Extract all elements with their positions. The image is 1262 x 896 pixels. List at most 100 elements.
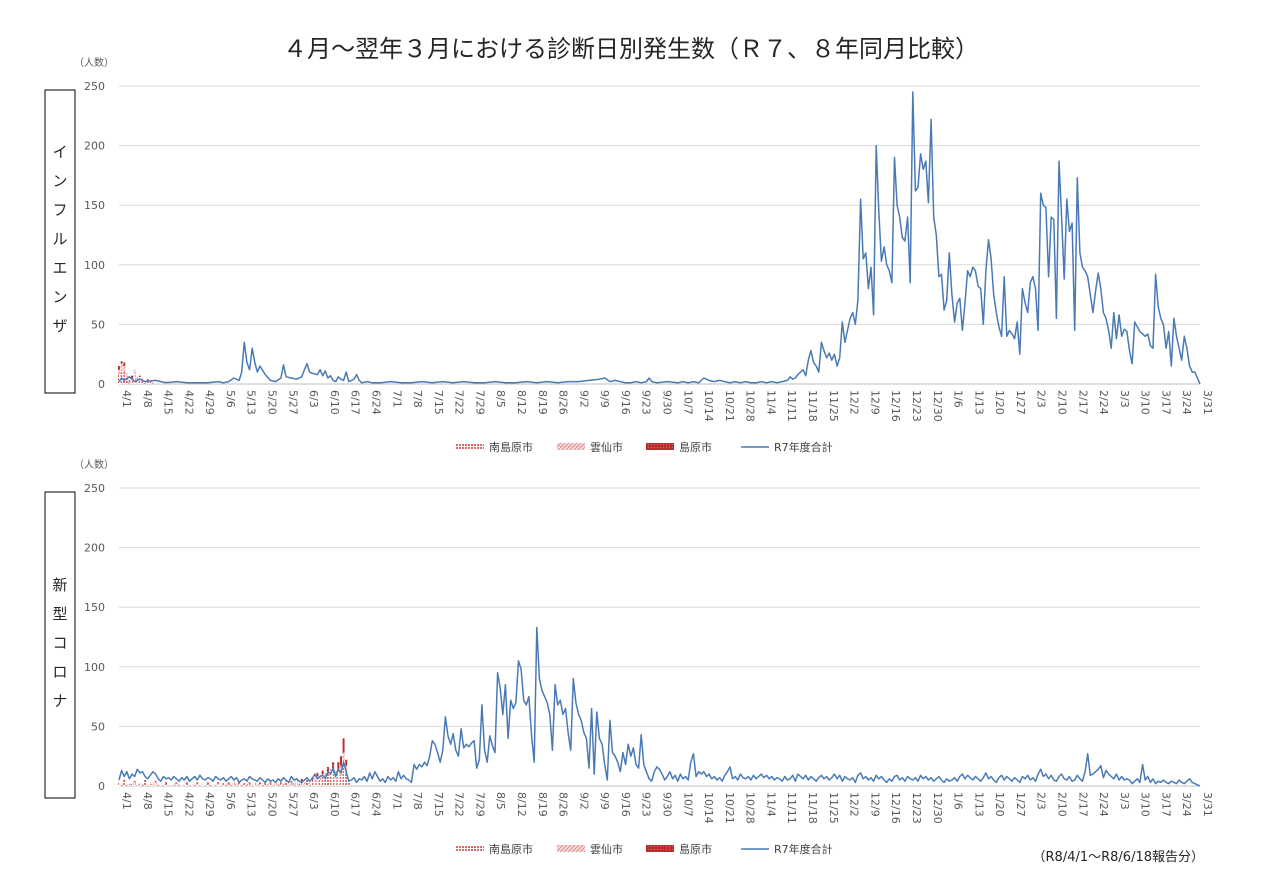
x-tick-label: 8/26 (557, 792, 570, 817)
legend-swatch (646, 845, 674, 852)
bar-2 (157, 382, 160, 384)
bar-2 (128, 381, 131, 384)
x-tick-label: 12/9 (868, 792, 881, 817)
bar-1 (324, 778, 327, 786)
bar-1 (274, 782, 277, 786)
bar-3 (337, 762, 340, 770)
bar-3 (316, 772, 319, 777)
x-tick-label: 12/16 (889, 792, 902, 824)
bar-2 (136, 784, 139, 786)
bar-2 (287, 783, 290, 786)
x-tick-label: 12/9 (868, 390, 881, 415)
bar-1 (138, 376, 141, 384)
bar-1 (290, 782, 293, 786)
bar-1 (238, 783, 241, 786)
bar-3 (342, 738, 345, 753)
y-tick-label: 250 (84, 80, 105, 93)
bar-2 (151, 382, 154, 384)
x-tick-label: 10/14 (702, 792, 715, 824)
bar-1 (118, 374, 120, 384)
bar-1 (319, 780, 322, 786)
bar-3 (154, 781, 157, 783)
bar-2 (324, 772, 327, 779)
x-tick-label: 5/13 (245, 390, 258, 415)
y-tick-label: 200 (84, 542, 105, 555)
x-tick-label: 7/8 (411, 792, 424, 810)
bar-1 (146, 380, 149, 384)
x-tick-label: 9/23 (640, 792, 653, 817)
x-tick-label: 10/21 (723, 792, 736, 824)
bar-3 (290, 781, 293, 783)
bar-1 (125, 376, 128, 384)
x-tick-label: 6/10 (328, 792, 341, 817)
legend-entry: R7年度合計 (774, 842, 833, 856)
bar-2 (123, 366, 126, 373)
bar-2 (225, 783, 228, 786)
x-tick-label: 11/4 (764, 390, 777, 415)
bar-2 (157, 784, 160, 786)
bar-1 (321, 774, 324, 786)
side-label-box (44, 491, 76, 799)
bar-1 (206, 783, 209, 786)
bar-3 (227, 782, 230, 784)
x-tick-label: 9/9 (598, 792, 611, 810)
x-tick-label: 12/2 (848, 390, 861, 415)
x-tick-label: 6/24 (369, 792, 382, 817)
bar-2 (266, 783, 269, 786)
bar-1 (326, 771, 329, 786)
x-tick-label: 8/19 (536, 792, 549, 817)
x-tick-label: 6/24 (369, 390, 382, 415)
bar-2 (342, 752, 345, 765)
bar-2 (313, 777, 316, 782)
bar-1 (342, 764, 345, 786)
series-line-r7 (118, 91, 1201, 385)
x-tick-label: 11/11 (785, 390, 798, 422)
y-tick-label: 0 (98, 378, 105, 391)
bar-3 (118, 366, 120, 370)
bar-2 (118, 369, 120, 375)
bar-1 (159, 784, 162, 786)
x-tick-label: 10/7 (681, 792, 694, 817)
bar-1 (285, 781, 288, 786)
legend-entry: 南島原市 (489, 842, 533, 856)
bar-2 (193, 784, 196, 786)
bar-1 (227, 783, 230, 786)
bar-3 (165, 782, 167, 784)
x-tick-label: 12/23 (910, 390, 923, 422)
x-tick-label: 3/3 (1118, 792, 1131, 810)
y-tick-label: 100 (84, 661, 105, 674)
bar-1 (149, 783, 152, 786)
bar-3 (217, 782, 220, 784)
x-tick-label: 9/2 (577, 390, 590, 408)
y-axis-label: （人数） (74, 56, 114, 69)
x-tick-label: 2/17 (1076, 390, 1089, 415)
bar-1 (339, 775, 342, 786)
bar-3 (128, 380, 131, 382)
x-tick-label: 11/4 (764, 792, 777, 817)
legend-swatch (456, 845, 484, 852)
x-tick-label: 4/22 (182, 792, 195, 817)
x-tick-label: 5/27 (286, 390, 299, 415)
x-tick-label: 3/31 (1201, 390, 1214, 415)
bar-2 (230, 784, 233, 786)
series-line-r7 (118, 626, 1201, 787)
x-tick-label: 3/17 (1159, 792, 1172, 817)
bar-3 (123, 362, 126, 367)
bar-2 (209, 784, 212, 786)
bar-2 (151, 783, 154, 786)
bar-2 (303, 782, 306, 786)
x-tick-label: 5/20 (266, 792, 279, 817)
bar-2 (319, 775, 322, 781)
x-tick-label: 8/5 (494, 792, 507, 810)
bar-2 (136, 376, 139, 380)
bar-1 (306, 778, 308, 786)
bar-1 (191, 784, 194, 786)
bar-1 (149, 381, 152, 384)
x-tick-label: 10/14 (702, 390, 715, 422)
x-tick-label: 7/29 (473, 792, 486, 817)
x-tick-label: 10/21 (723, 390, 736, 422)
bar-2 (214, 784, 217, 786)
x-tick-label: 4/15 (162, 390, 175, 415)
